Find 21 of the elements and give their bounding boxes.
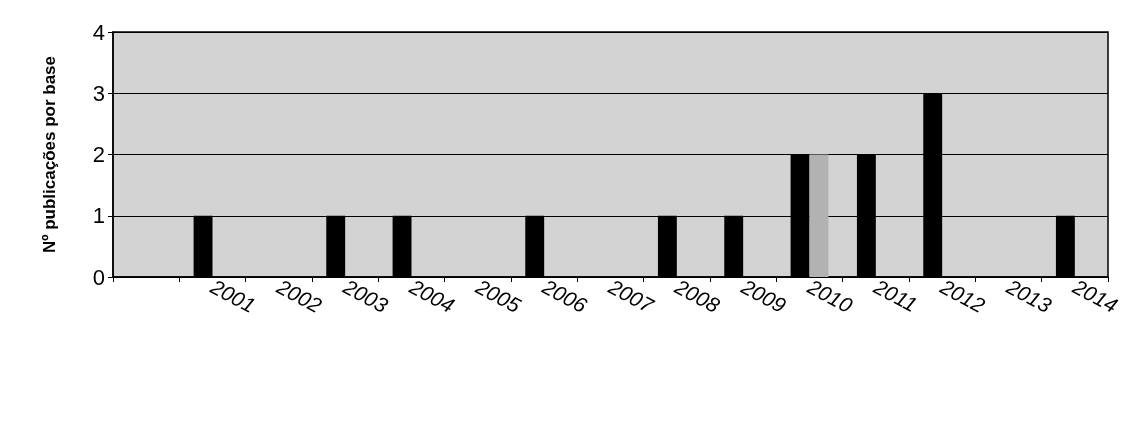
x-tick-label: 2005	[471, 274, 525, 318]
x-tick-label: 2012	[935, 274, 990, 318]
x-tick-label: 2011	[869, 274, 922, 317]
x-tick-label: 2004	[405, 274, 459, 318]
x-tick-label: 2006	[537, 274, 592, 318]
y-tick-label: 1	[92, 203, 105, 229]
x-tick-label: 2008	[670, 274, 724, 318]
x-tick-label: 2014	[1068, 274, 1122, 318]
y-tick-label: 3	[92, 80, 105, 106]
x-tick-label: 2001	[206, 274, 260, 318]
x-tick-label: 2010	[803, 274, 857, 318]
bar	[809, 154, 829, 277]
x-tick-label: 2003	[338, 274, 393, 318]
x-tick-label: 2007	[604, 274, 659, 318]
y-tick-label: 2	[92, 142, 105, 167]
y-axis-title: Nº publicações por base	[40, 55, 59, 254]
y-tick-label: 0	[92, 264, 105, 290]
x-tick-label: 2013	[1002, 274, 1056, 318]
x-tick-label: 2009	[736, 274, 791, 318]
y-tick-label: 4	[92, 19, 105, 45]
x-tick-label: 2002	[272, 274, 326, 318]
